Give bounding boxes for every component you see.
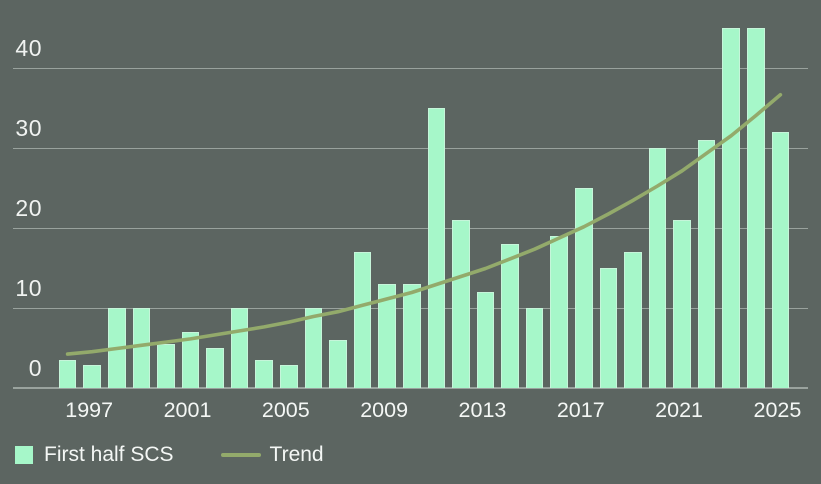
bar-2012[interactable] <box>452 219 470 388</box>
bar-2009[interactable] <box>378 283 396 388</box>
bar-2022[interactable] <box>697 139 716 388</box>
bar-2006[interactable] <box>304 307 323 388</box>
bar-2019[interactable] <box>624 251 642 388</box>
x-tick-label-2017: 2017 <box>556 398 605 422</box>
bar-2001[interactable] <box>181 331 200 388</box>
legend: First half SCS Trend <box>15 443 324 466</box>
bar-2021[interactable] <box>673 219 691 388</box>
bar-2000[interactable] <box>157 343 175 388</box>
bar-1998[interactable] <box>107 307 126 388</box>
bar-2013[interactable] <box>476 291 495 388</box>
bar-2005[interactable] <box>280 365 298 388</box>
x-tick-label-2025: 2025 <box>753 398 802 422</box>
bar-2008[interactable] <box>353 251 372 388</box>
y-tick-label-40: 40 <box>15 34 42 61</box>
bar-2024[interactable] <box>747 27 765 388</box>
y-tick-label-10: 10 <box>15 274 42 301</box>
bar-2018[interactable] <box>599 267 618 388</box>
bar-2002[interactable] <box>206 347 224 388</box>
bar-2017[interactable] <box>574 187 593 388</box>
gridline-40 <box>13 67 808 69</box>
x-tick-label-2013: 2013 <box>458 398 507 422</box>
legend-trend-label: Trend <box>269 443 324 466</box>
bar-2007[interactable] <box>329 339 347 388</box>
gridline-30 <box>13 147 808 149</box>
legend-bar-swatch <box>15 446 33 464</box>
bar-1997[interactable] <box>83 365 101 388</box>
x-tick-label-1997: 1997 <box>65 398 114 422</box>
bar-2016[interactable] <box>550 235 568 388</box>
x-tick-label-2009: 2009 <box>360 398 409 422</box>
bar-2011[interactable] <box>427 107 446 388</box>
gridline-0 <box>13 386 808 389</box>
bar-2023[interactable] <box>722 27 741 388</box>
x-tick-label-2001: 2001 <box>163 398 212 422</box>
bar-2004[interactable] <box>255 359 274 388</box>
bar-2010[interactable] <box>402 283 421 388</box>
x-tick-label-2021: 2021 <box>655 398 704 422</box>
y-tick-label-20: 20 <box>15 194 42 221</box>
bar-1999[interactable] <box>132 307 151 388</box>
bar-2003[interactable] <box>230 307 249 388</box>
legend-trend-line-sample <box>220 453 261 457</box>
bar-2020[interactable] <box>648 147 667 388</box>
x-tick-label-2005: 2005 <box>261 398 310 422</box>
bar-2015[interactable] <box>525 307 544 388</box>
y-tick-label-0: 0 <box>28 354 42 381</box>
bar-2014[interactable] <box>501 243 519 388</box>
legend-bar-label: First half SCS <box>44 443 174 466</box>
bar-1996[interactable] <box>58 359 77 388</box>
y-tick-label-30: 30 <box>15 114 42 141</box>
bar-2025[interactable] <box>771 131 790 388</box>
